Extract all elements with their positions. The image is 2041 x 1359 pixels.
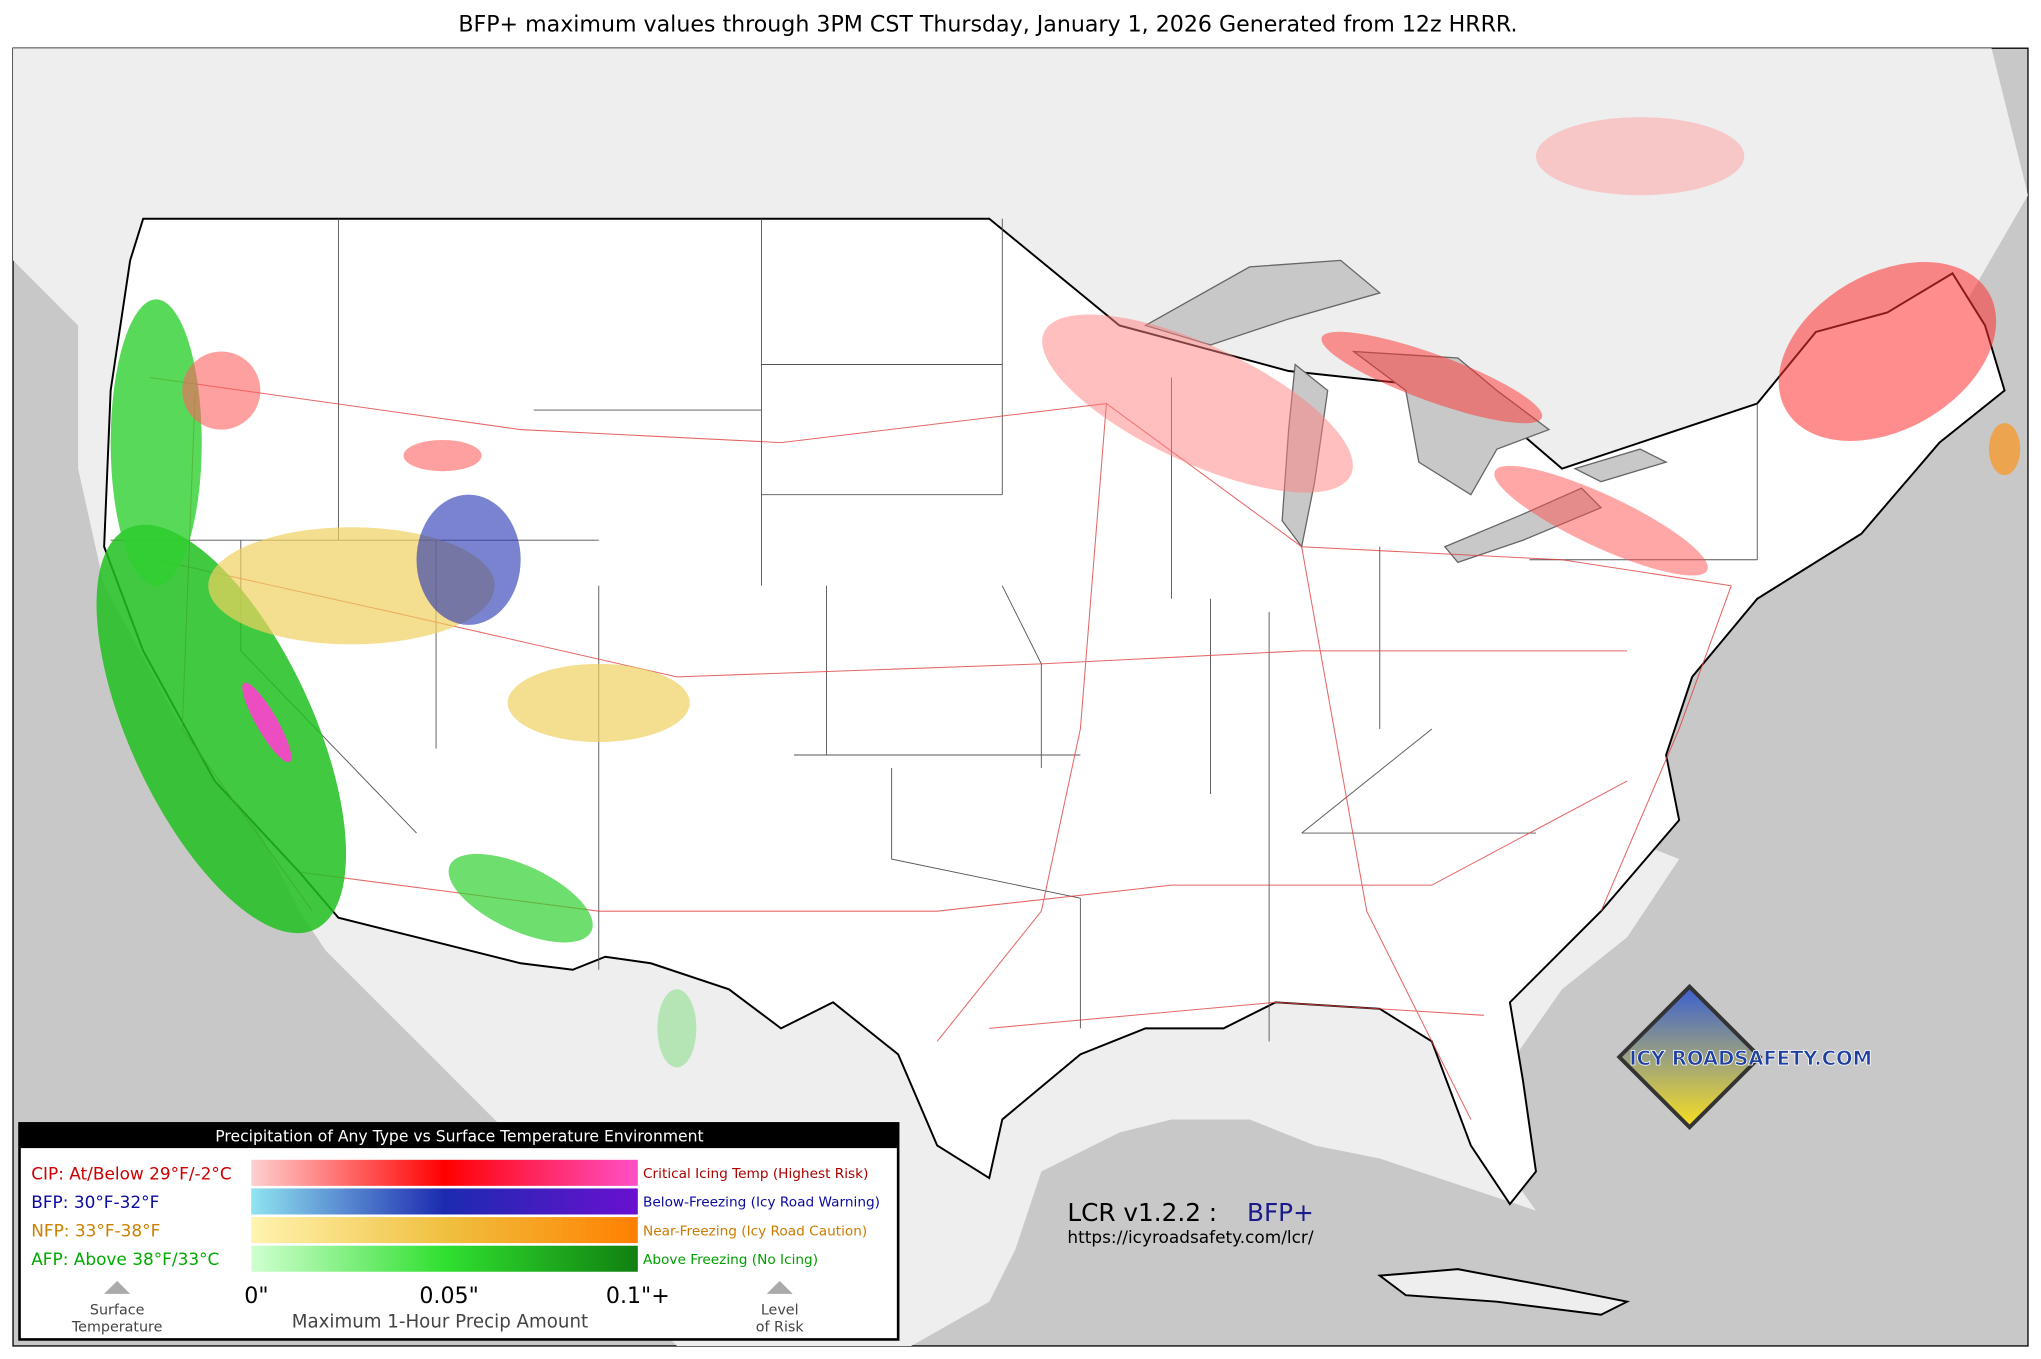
legend-description: Critical Icing Temp (Highest Risk) — [643, 1166, 868, 1182]
legend-description: Near-Freezing (Icy Road Caution) — [643, 1223, 867, 1239]
legend-label: AFP: Above 38°F/33°C — [31, 1249, 219, 1269]
legend-description: Below-Freezing (Icy Road Warning) — [643, 1195, 880, 1211]
legend-rows: CIP: At/Below 29°F/-2°C Critical Icing Te… — [31, 1159, 880, 1272]
legend-header: Precipitation of Any Type vs Surface Tem… — [215, 1128, 703, 1146]
title: BFP+ maximum values through 3PM CST Thur… — [458, 11, 1517, 37]
arrow-right — [766, 1280, 793, 1294]
legend-tick: 0.1"+ — [606, 1283, 670, 1309]
logo-text: ICY ROADSAFETY.COM — [1629, 1047, 1872, 1070]
url: https://icyroadsafety.com/lcr/ — [1067, 1227, 1313, 1247]
legend-description: Above Freezing (No Icing) — [643, 1252, 818, 1268]
product: BFP+ — [1247, 1198, 1314, 1227]
legend-label: BFP: 30°F-32°F — [31, 1192, 159, 1212]
legend-tick: 0" — [244, 1283, 268, 1309]
left-caption: Surface — [90, 1303, 145, 1319]
legend-axis-label: Maximum 1-Hour Precip Amount — [292, 1312, 588, 1333]
map — [12, 47, 2029, 1347]
legend-label: NFP: 33°F-38°F — [31, 1221, 160, 1241]
arrow-left — [104, 1280, 131, 1294]
right-caption: Level — [761, 1303, 799, 1319]
right-caption: of Risk — [756, 1320, 805, 1336]
legend-bar — [251, 1245, 638, 1272]
product-label: LCR v1.2.2 : BFP+ https://icyroadsafety.… — [1067, 1198, 1313, 1247]
cuba — [1377, 1268, 1631, 1316]
legend-label: CIP: At/Below 29°F/-2°C — [31, 1163, 231, 1183]
version: LCR v1.2.2 : — [1067, 1198, 1217, 1227]
legend-header-bar — [19, 1123, 899, 1149]
precip — [96, 117, 2021, 1068]
left-caption: Temperature — [71, 1320, 163, 1336]
legend-bar — [251, 1217, 638, 1244]
legend-tick: 0.05" — [419, 1283, 478, 1309]
legend-bar — [251, 1188, 638, 1215]
legend-bar — [251, 1159, 638, 1186]
logo: ICY ROADSAFETY.COM — [1616, 983, 1872, 1131]
legend: Precipitation of Any Type vs Surface Tem… — [18, 1122, 900, 1341]
